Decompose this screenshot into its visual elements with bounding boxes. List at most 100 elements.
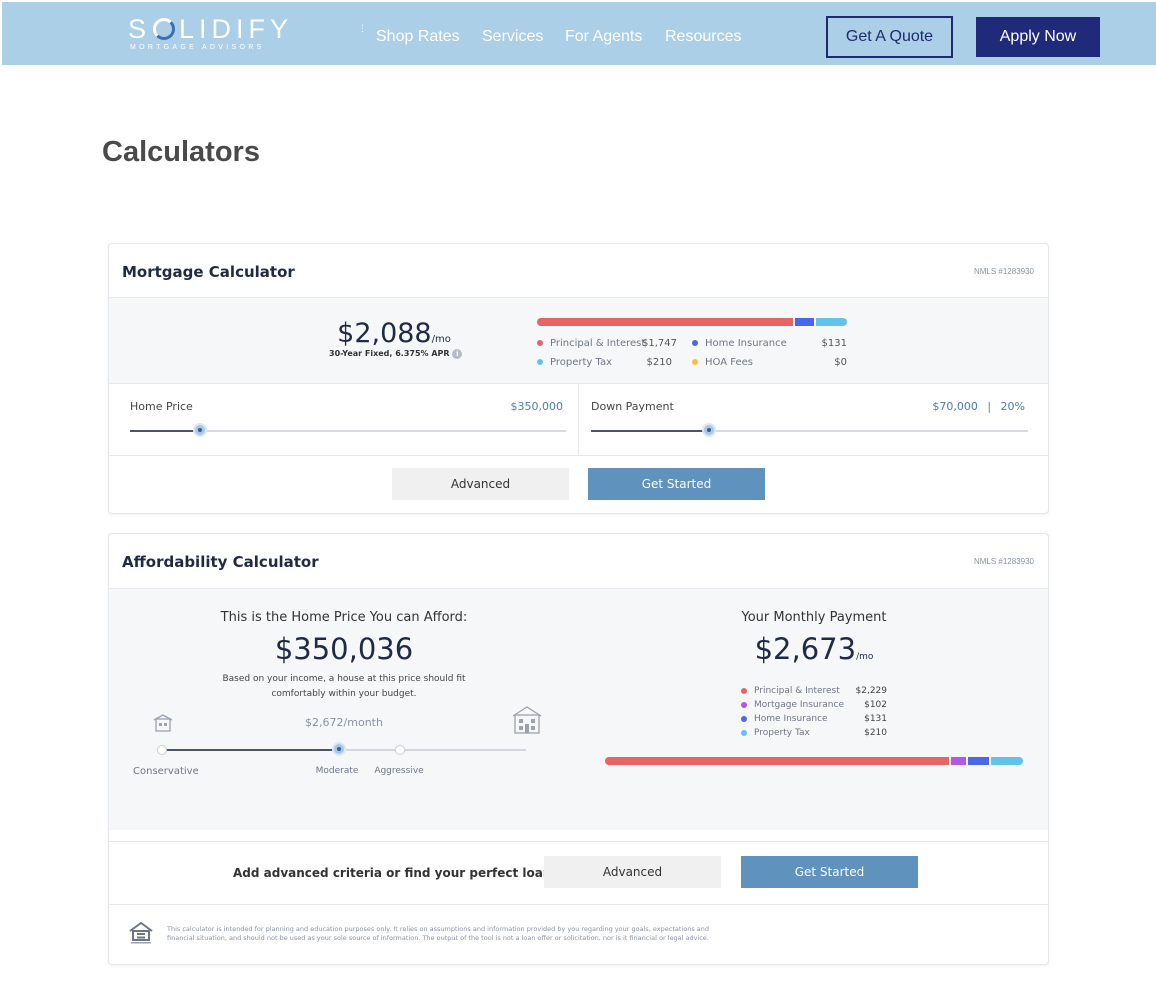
legend-principal-interest: Principal & Interest bbox=[537, 338, 645, 349]
down-payment-slider-handle[interactable] bbox=[701, 423, 716, 437]
level-conservative[interactable]: Conservative bbox=[133, 766, 199, 777]
affordability-get-started-button[interactable]: Get Started bbox=[741, 856, 918, 888]
affordability-property-tax-segment bbox=[990, 757, 1023, 765]
down-payment-slider-track[interactable] bbox=[591, 430, 1028, 432]
value-separator: | bbox=[987, 400, 992, 413]
solidify-logo[interactable]: S LIDIFY MORTGAGE ADVISORS bbox=[128, 14, 294, 52]
property-tax-dot bbox=[741, 729, 747, 736]
affordability-payment-display: $2,673/mo bbox=[689, 632, 939, 666]
card-divider bbox=[109, 455, 1048, 456]
nmls-number: NMLS #1283930 bbox=[973, 557, 1034, 566]
affordability-results-panel: This is the Home Price You can Afford: $… bbox=[109, 589, 1048, 830]
nav-services[interactable]: Services bbox=[482, 28, 544, 45]
legend-hoa-fees: HOA Fees bbox=[692, 357, 753, 368]
monthly-budget-hint: $2,672/month bbox=[305, 716, 383, 729]
hoa-fees-value: $0 bbox=[834, 357, 847, 368]
get-a-quote-button[interactable]: Get A Quote bbox=[826, 16, 953, 58]
mortgage-property-tax-segment bbox=[816, 318, 847, 326]
column-divider bbox=[578, 384, 579, 456]
loan-terms: 30-Year Fixed, 6.375% APR i bbox=[329, 349, 463, 359]
home-insurance-value: $131 bbox=[821, 338, 847, 349]
card-divider bbox=[109, 904, 1048, 905]
payment-summary-panel: $2,088/mo 30-Year Fixed, 6.375% APR i Pr… bbox=[109, 298, 1048, 383]
nmls-number: NMLS #1283930 bbox=[973, 267, 1034, 276]
breakdown-principal-interest: Principal & Interest $2,229 bbox=[741, 684, 887, 698]
payment-breakdown-bar bbox=[537, 318, 847, 326]
monthly-payment: $2,088 bbox=[337, 318, 432, 349]
down-payment-percent[interactable]: 20% bbox=[1000, 400, 1025, 413]
home-price-slider-handle[interactable] bbox=[192, 423, 207, 437]
affordability-breakdown-bar bbox=[605, 757, 1023, 765]
affordability-home-insurance-segment bbox=[968, 757, 989, 765]
legend-home-insurance: Home Insurance bbox=[692, 338, 787, 349]
site-header: S LIDIFY MORTGAGE ADVISORS ⋮ Shop Rates S… bbox=[2, 2, 1156, 65]
large-house-icon bbox=[512, 706, 542, 734]
equal-housing-icon bbox=[129, 921, 153, 944]
card-divider bbox=[109, 841, 1048, 842]
home-price-slider-track[interactable] bbox=[130, 430, 566, 432]
small-house-icon bbox=[153, 714, 173, 732]
mortgage-insurance-dot bbox=[741, 701, 747, 708]
menu-dots-icon[interactable]: ⋮ bbox=[358, 23, 367, 33]
principal-interest-value: $1,747 bbox=[642, 338, 677, 349]
risk-level-slider-fill bbox=[162, 749, 339, 751]
level-moderate[interactable]: Moderate bbox=[315, 766, 359, 776]
home-price-value[interactable]: $350,000 bbox=[510, 400, 564, 413]
nav-for-agents[interactable]: For Agents bbox=[565, 28, 643, 45]
mortgage-principal-interest-segment bbox=[537, 318, 794, 326]
conservative-step[interactable] bbox=[157, 745, 167, 755]
risk-level-slider-handle[interactable] bbox=[332, 742, 346, 756]
per-month-unit: /mo bbox=[431, 334, 451, 345]
principal-dot bbox=[741, 687, 747, 694]
logo-wordmark: S LIDIFY bbox=[128, 14, 294, 44]
payment-display: $2,088/mo bbox=[329, 318, 459, 349]
affordability-mortgage-insurance-segment bbox=[950, 757, 967, 765]
afford-price: $350,036 bbox=[274, 632, 414, 666]
card-divider bbox=[109, 297, 1048, 298]
home-price-slider-fill bbox=[130, 430, 200, 432]
affordability-principal-interest-segment bbox=[605, 757, 949, 765]
home-insurance-dot bbox=[741, 715, 747, 722]
mortgage-calculator-title: Mortgage Calculator bbox=[122, 263, 295, 281]
hoa-dot bbox=[692, 359, 698, 365]
property-tax-value: $210 bbox=[646, 357, 672, 368]
affordability-calculator-title: Affordability Calculator bbox=[122, 553, 319, 571]
disclaimer-text: This calculator is intended for planning… bbox=[167, 925, 710, 942]
card-divider bbox=[109, 588, 1048, 589]
aggressive-step[interactable] bbox=[395, 745, 405, 755]
info-icon[interactable]: i bbox=[452, 349, 463, 359]
affordability-breakdown-list: Principal & Interest $2,229 Mortgage Insu… bbox=[741, 684, 887, 740]
affordability-advanced-button[interactable]: Advanced bbox=[544, 856, 721, 888]
mortgage-home-insurance-segment bbox=[795, 318, 815, 326]
afford-heading: This is the Home Price You can Afford: bbox=[220, 610, 468, 625]
home-price-label: Home Price bbox=[130, 400, 193, 413]
affordability-monthly-payment: $2,673 bbox=[754, 632, 857, 666]
property-tax-dot bbox=[537, 359, 543, 365]
apply-now-button[interactable]: Apply Now bbox=[976, 17, 1100, 57]
down-payment-slider-fill bbox=[591, 430, 709, 432]
level-aggressive[interactable]: Aggressive bbox=[374, 766, 424, 776]
logo-tagline: MORTGAGE ADVISORS bbox=[130, 44, 265, 51]
payment-heading: Your Monthly Payment bbox=[741, 610, 887, 625]
breakdown-mortgage-insurance: Mortgage Insurance $102 bbox=[741, 698, 887, 712]
breakdown-property-tax: Property Tax $210 bbox=[741, 726, 887, 740]
legend-property-tax: Property Tax bbox=[537, 357, 612, 368]
down-payment-amount[interactable]: $70,000 bbox=[932, 400, 978, 413]
home-insurance-dot bbox=[692, 340, 698, 346]
afford-note: Based on your income, a house at this pr… bbox=[222, 674, 466, 699]
nav-shop-rates[interactable]: Shop Rates bbox=[376, 28, 460, 45]
nav-resources[interactable]: Resources bbox=[665, 28, 742, 45]
advanced-criteria-prompt: Add advanced criteria or find your perfe… bbox=[233, 866, 556, 880]
breakdown-home-insurance: Home Insurance $131 bbox=[741, 712, 887, 726]
down-payment-values: $70,000 | 20% bbox=[909, 400, 1025, 413]
mortgage-get-started-button[interactable]: Get Started bbox=[588, 468, 765, 500]
card-divider bbox=[109, 383, 1048, 384]
down-payment-label: Down Payment bbox=[591, 400, 674, 413]
principal-dot bbox=[537, 340, 543, 346]
per-month-unit: /mo bbox=[856, 652, 874, 662]
page-title: Calculators bbox=[102, 136, 260, 168]
affordability-calculator-card: Affordability Calculator NMLS #1283930 T… bbox=[108, 533, 1049, 965]
logo-o-ring-icon bbox=[153, 18, 176, 40]
mortgage-calculator-card: Mortgage Calculator NMLS #1283930 $2,088… bbox=[108, 243, 1049, 514]
mortgage-advanced-button[interactable]: Advanced bbox=[392, 468, 569, 500]
